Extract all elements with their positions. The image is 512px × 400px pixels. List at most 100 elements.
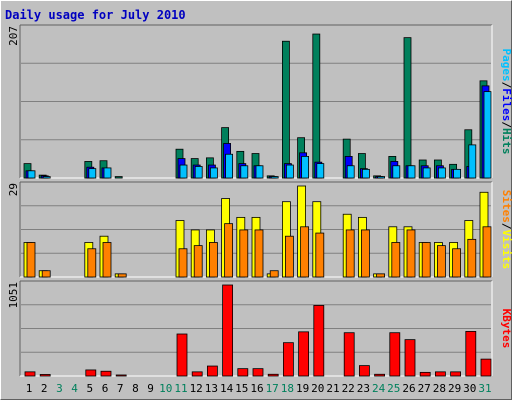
- bar-pages-day-15: [240, 165, 249, 179]
- bar-kbytes-day-2: [39, 374, 51, 377]
- chart-title: Daily usage for July 2010: [5, 8, 186, 22]
- bar-kbytes-day-17: [267, 373, 279, 377]
- bar-kbytes-day-1: [24, 371, 36, 377]
- x-tick-label-20: 20: [311, 382, 324, 395]
- x-tick-label-9: 9: [147, 382, 154, 395]
- x-tick-label-17: 17: [266, 382, 279, 395]
- x-tick-label-4: 4: [71, 382, 78, 395]
- bar-kbytes-day-13: [206, 365, 218, 377]
- x-tick-label-28: 28: [433, 382, 446, 395]
- bar-pages-day-31: [483, 91, 492, 179]
- legend-pages-files-hits: Pages/Files/Hits: [500, 49, 512, 155]
- x-tick-label-23: 23: [357, 382, 370, 395]
- bar-sites-day-5: [87, 248, 97, 278]
- x-tick-label-5: 5: [86, 382, 93, 395]
- bar-sites-day-25: [391, 242, 401, 278]
- x-tick-label-30: 30: [463, 382, 476, 395]
- legend-pages-files-hits-part: Files: [500, 88, 512, 121]
- bar-sites-day-13: [208, 242, 218, 278]
- bar-sites-day-2: [41, 270, 51, 278]
- bar-kbytes-day-26: [404, 339, 416, 377]
- y-max-label: 1051: [7, 282, 20, 309]
- bar-sites-day-28: [436, 245, 446, 278]
- bar-sites-day-24: [376, 273, 386, 278]
- x-tick-label-13: 13: [205, 382, 218, 395]
- bar-sites-day-19: [300, 226, 310, 278]
- x-tick-label-22: 22: [342, 382, 355, 395]
- bar-sites-day-12: [193, 245, 203, 278]
- bar-hits-day-20: [312, 33, 321, 179]
- bar-kbytes-day-5: [85, 369, 97, 377]
- bar-pages-day-5: [88, 168, 97, 179]
- bar-sites-day-27: [421, 242, 431, 278]
- bar-hits-day-26: [403, 37, 412, 179]
- bar-kbytes-day-28: [434, 371, 446, 377]
- x-tick-label-15: 15: [235, 382, 248, 395]
- legend-pages-files-hits-part: Pages: [500, 49, 512, 82]
- x-tick-label-3: 3: [56, 382, 63, 395]
- bar-kbytes-day-11: [176, 333, 188, 377]
- bar-pages-day-16: [255, 165, 264, 179]
- legend-pages-files-hits-part: Hits: [500, 128, 512, 155]
- x-tick-label-7: 7: [117, 382, 124, 395]
- bar-pages-day-12: [194, 166, 203, 179]
- bar-pages-day-13: [209, 167, 218, 179]
- bar-sites-day-23: [360, 229, 370, 278]
- legend-kbytes-part: KBytes: [500, 309, 512, 349]
- bar-sites-day-7: [117, 273, 127, 278]
- bar-pages-day-30: [468, 144, 477, 179]
- bar-pages-day-2: [42, 176, 51, 179]
- bar-kbytes-day-19: [298, 331, 310, 377]
- bar-sites-day-15: [239, 229, 249, 278]
- x-tick-label-27: 27: [418, 382, 431, 395]
- bar-kbytes-day-23: [358, 365, 370, 377]
- bar-pages-day-17: [270, 176, 279, 179]
- bar-kbytes-day-20: [313, 305, 325, 377]
- bar-hits-day-7: [114, 176, 123, 179]
- x-tick-label-25: 25: [387, 382, 400, 395]
- legend-pages-files-hits-part: /: [500, 82, 512, 89]
- bar-kbytes-day-7: [115, 374, 127, 377]
- bar-pages-day-11: [179, 164, 188, 179]
- bar-kbytes-day-6: [100, 370, 112, 377]
- bar-sites-day-30: [467, 238, 477, 278]
- bar-pages-day-14: [225, 153, 234, 179]
- x-tick-label-6: 6: [102, 382, 109, 395]
- bar-pages-day-20: [316, 163, 325, 179]
- bar-pages-day-1: [27, 170, 36, 179]
- x-tick-label-26: 26: [402, 382, 415, 395]
- bar-pages-day-29: [453, 168, 462, 179]
- legend-kbytes: KBytes: [500, 309, 512, 349]
- bar-sites-day-31: [482, 226, 492, 278]
- bar-sites-day-22: [345, 229, 355, 278]
- x-tick-label-11: 11: [174, 382, 187, 395]
- bar-kbytes-day-22: [343, 332, 355, 377]
- x-tick-label-18: 18: [281, 382, 294, 395]
- bar-sites-day-26: [406, 229, 416, 278]
- bar-kbytes-day-12: [191, 371, 203, 377]
- bar-sites-day-6: [102, 242, 112, 278]
- bar-sites-day-14: [224, 223, 234, 278]
- bar-pages-day-24: [377, 176, 386, 179]
- legend-sites-visits-part: Sites: [500, 190, 512, 223]
- legend-sites-visits: Sites/Visits: [500, 190, 512, 270]
- legend-pages-files-hits-part: /: [500, 121, 512, 128]
- bar-hits-day-18: [281, 40, 290, 179]
- bar-pages-day-22: [346, 165, 355, 179]
- x-tick-label-14: 14: [220, 382, 234, 395]
- bar-pages-day-19: [301, 156, 310, 179]
- x-tick-label-10: 10: [159, 382, 172, 395]
- x-tick-label-24: 24: [372, 382, 386, 395]
- bar-kbytes-day-30: [465, 331, 477, 377]
- legend-sites-visits-part: Visits: [500, 230, 512, 270]
- bar-pages-day-23: [361, 168, 370, 179]
- bar-sites-day-1: [26, 242, 36, 278]
- bar-sites-day-16: [254, 229, 264, 278]
- bar-kbytes-day-31: [480, 358, 492, 377]
- x-tick-label-16: 16: [250, 382, 263, 395]
- y-max-label: 207: [7, 26, 20, 46]
- bar-kbytes-day-29: [450, 371, 462, 377]
- bar-pages-day-25: [392, 165, 401, 179]
- bar-sites-day-11: [178, 248, 188, 278]
